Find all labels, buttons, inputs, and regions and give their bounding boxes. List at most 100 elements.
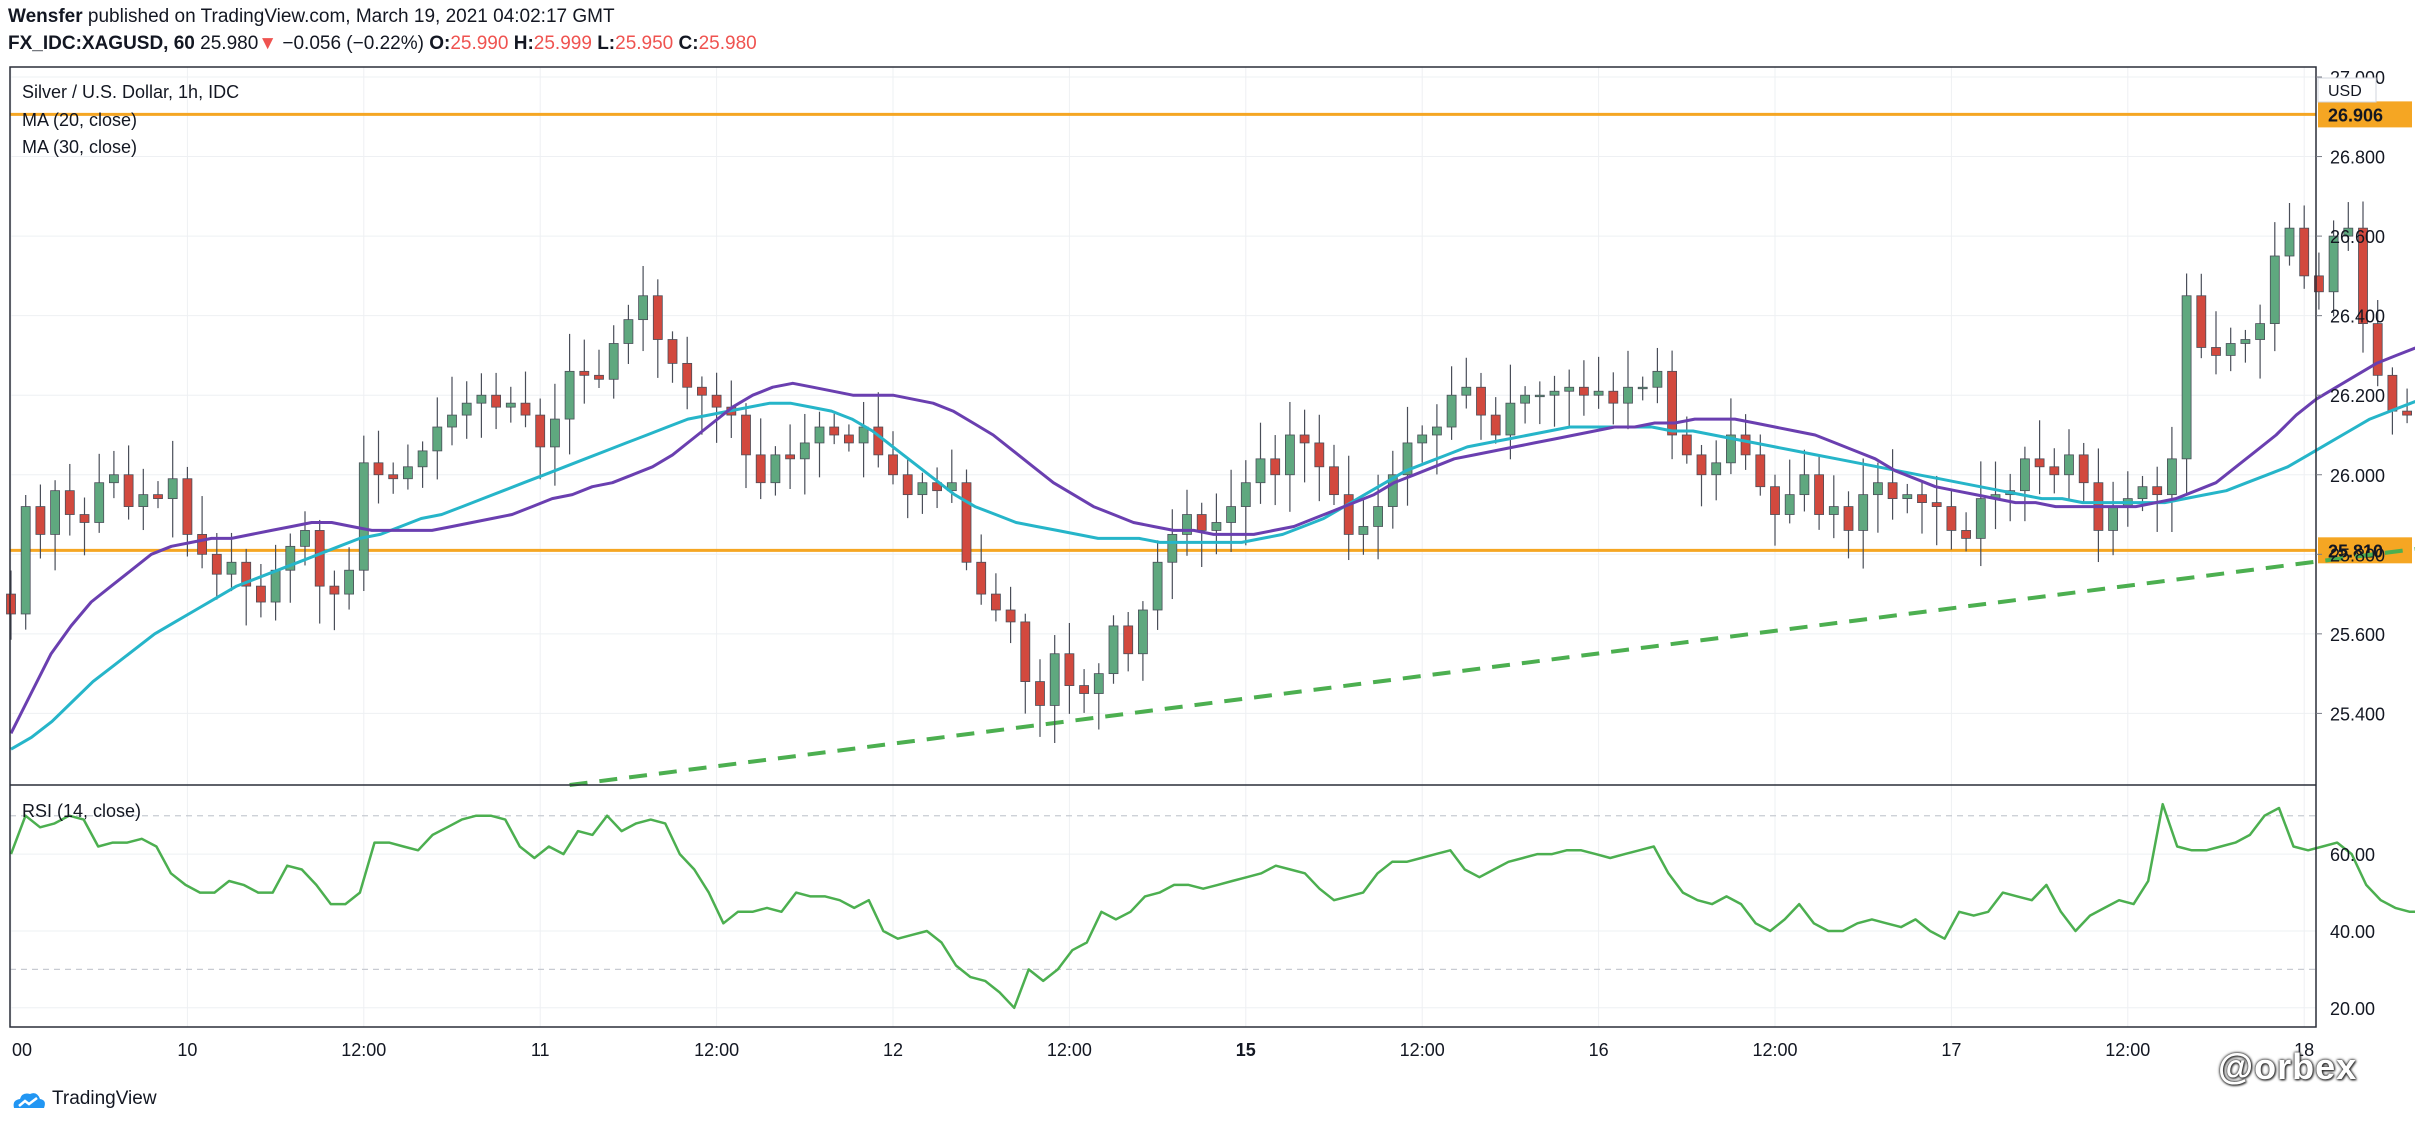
time-tick-label: 12:00 bbox=[2105, 1040, 2150, 1060]
candle-up bbox=[608, 343, 619, 380]
candle-up bbox=[2240, 339, 2251, 344]
candle-down bbox=[329, 585, 340, 595]
chart-title: Silver / U.S. Dollar, 1h, IDC bbox=[22, 82, 240, 102]
candle-up bbox=[1373, 506, 1383, 527]
candle-up bbox=[2108, 506, 2119, 531]
candle-down bbox=[314, 530, 325, 587]
time-tick-label: 15 bbox=[1236, 1040, 1256, 1060]
candle-up bbox=[2328, 235, 2339, 293]
candle-up bbox=[167, 478, 178, 500]
footer-brand[interactable]: TradingView bbox=[52, 1088, 157, 1109]
candle-down bbox=[241, 561, 252, 587]
candle-up bbox=[1799, 474, 1810, 496]
candle-up bbox=[1182, 514, 1192, 535]
author-name[interactable]: Wensfer bbox=[8, 6, 83, 27]
candle-down bbox=[6, 593, 16, 615]
candle-down bbox=[1196, 514, 1207, 531]
candle-down bbox=[123, 474, 134, 507]
candle-down bbox=[1064, 653, 1075, 686]
candle-up bbox=[1387, 474, 1398, 507]
candle-up bbox=[2064, 454, 2074, 476]
candle-down bbox=[1755, 454, 1766, 488]
candle-down bbox=[1035, 681, 1045, 706]
candle-up bbox=[344, 569, 355, 595]
grid bbox=[10, 67, 2316, 1027]
currency-box bbox=[2317, 77, 2377, 103]
candle-up bbox=[270, 569, 281, 603]
price-tick-label: 25.600 bbox=[2330, 625, 2385, 645]
price-tick-label: 26.800 bbox=[2330, 148, 2385, 168]
candle-up bbox=[1432, 426, 1442, 436]
rsi-tick-label: 60.00 bbox=[2330, 845, 2375, 865]
candle-up bbox=[2166, 458, 2177, 496]
candle-down bbox=[535, 414, 546, 448]
candle-up bbox=[1226, 506, 1236, 523]
candle-up bbox=[1417, 434, 1428, 444]
published-text: published on TradingView.com, March 19, … bbox=[87, 6, 615, 27]
candle-up bbox=[2284, 227, 2295, 257]
candle-down bbox=[2034, 458, 2045, 468]
ma20-legend[interactable]: MA (20, close) bbox=[22, 110, 138, 130]
candle-up bbox=[1828, 506, 1839, 515]
rsi-legend[interactable]: RSI (14, close) bbox=[22, 801, 142, 821]
candle-down bbox=[1887, 482, 1898, 500]
price-tick-label: 25.400 bbox=[2330, 704, 2385, 724]
high-label: H: bbox=[513, 33, 534, 54]
time-tick-label: 18 bbox=[2294, 1040, 2314, 1060]
candle-up bbox=[1902, 494, 1913, 500]
candle-up bbox=[1358, 526, 1369, 535]
price-tick-label: 25.800 bbox=[2330, 545, 2385, 565]
candle-down bbox=[976, 561, 987, 595]
symbol-label: FX_IDC:XAGUSD, 60 bbox=[8, 33, 195, 54]
candle-down bbox=[2299, 227, 2310, 277]
candle-down bbox=[579, 370, 590, 376]
candle-up bbox=[1534, 394, 1545, 398]
candle-down bbox=[1490, 414, 1501, 436]
trendline-layer[interactable] bbox=[569, 511, 2415, 787]
orbex-watermark: @orbex bbox=[2218, 1046, 2358, 1087]
candle-down bbox=[520, 402, 531, 416]
candles bbox=[6, 201, 2413, 744]
close-value: 25.980 bbox=[698, 33, 757, 54]
candle-down bbox=[2152, 486, 2163, 496]
candle-up bbox=[1402, 442, 1413, 476]
chart-frame bbox=[9, 66, 2317, 1028]
candle-up bbox=[20, 506, 31, 615]
candle-down bbox=[1946, 506, 1957, 531]
candle-up bbox=[1652, 370, 1663, 388]
time-tick-label: 12:00 bbox=[1400, 1040, 1445, 1060]
candle-down bbox=[1579, 386, 1589, 396]
candle-down bbox=[2372, 323, 2383, 376]
candle-up bbox=[1726, 434, 1736, 464]
candle-down bbox=[2211, 347, 2221, 356]
ma30-legend[interactable]: MA (30, close) bbox=[22, 137, 138, 157]
time-tick-label: 12:00 bbox=[1047, 1040, 1092, 1060]
candle-up bbox=[770, 454, 781, 484]
candle-down bbox=[594, 374, 604, 380]
candle-down bbox=[1667, 370, 1677, 436]
candle-down bbox=[1814, 474, 1824, 515]
time-tick-label: 10 bbox=[177, 1040, 197, 1060]
candle-down bbox=[2358, 227, 2368, 325]
candle-up bbox=[50, 490, 60, 535]
candle-up bbox=[2181, 295, 2192, 460]
candle-up bbox=[858, 426, 869, 444]
candle-down bbox=[1770, 486, 1780, 515]
candle-up bbox=[1873, 482, 1883, 496]
candle-down bbox=[388, 474, 399, 480]
tradingview-logo-icon[interactable] bbox=[10, 1090, 48, 1114]
moving-averages bbox=[9, 346, 2415, 751]
candle-down bbox=[2078, 454, 2089, 484]
candle-up bbox=[1461, 386, 1472, 396]
candle-up bbox=[564, 370, 575, 420]
candle-up bbox=[476, 394, 487, 404]
candle-up bbox=[138, 494, 149, 507]
candle-down bbox=[1079, 685, 1089, 694]
candle-down bbox=[888, 454, 898, 476]
candle-up bbox=[1711, 462, 1722, 476]
last-price: 25.980 bbox=[200, 33, 259, 54]
high-value: 25.999 bbox=[533, 33, 592, 54]
rsi-tick-label: 20.00 bbox=[2330, 999, 2375, 1019]
